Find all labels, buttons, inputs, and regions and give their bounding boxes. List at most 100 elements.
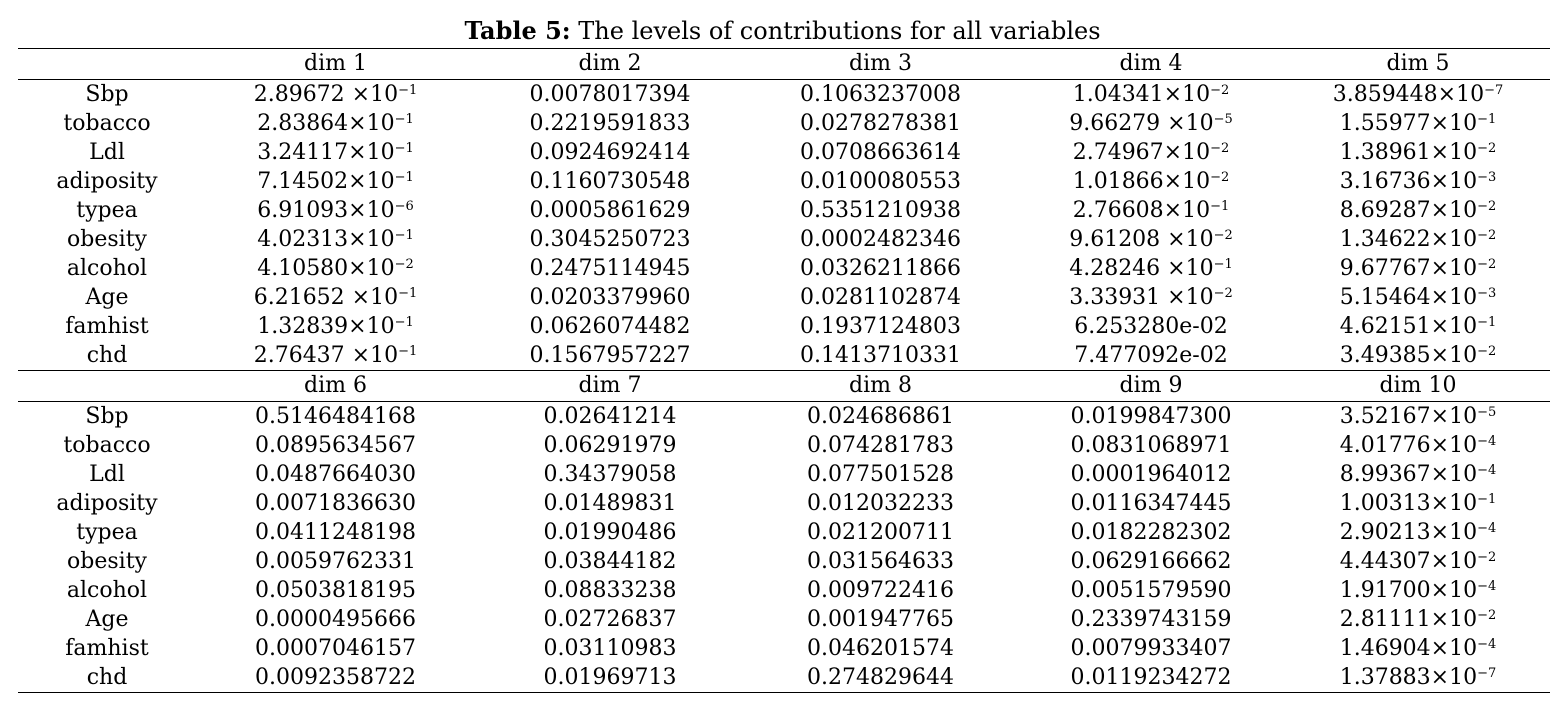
value-cell: 0.0626074482	[529, 314, 691, 339]
exponent: −3	[1477, 170, 1497, 185]
value-cell: 1.46904×10−4	[1339, 636, 1497, 661]
table-row: famhist 0.0007046157 0.03110983 0.046201574…	[18, 634, 1550, 663]
value-cell: 0.1063237008	[745, 79, 1016, 109]
contributions-table-body: dim 1 dim 2 dim 3 dim 4 dim 5 Sbp 2.89672 ×10−…	[18, 48, 1550, 693]
column-header: dim 10	[1286, 370, 1550, 402]
table-row: tobacco 0.0895634567 0.06291979 0.074281783…	[18, 431, 1550, 460]
value-cell: 5.15464×10−3	[1339, 285, 1497, 310]
exponent: −2	[1477, 550, 1497, 565]
exponent: −1	[394, 228, 414, 243]
value-cell: 2.81111×10−2	[1339, 607, 1497, 632]
value-cell: 0.03844182	[543, 549, 677, 574]
column-header: dim 2	[475, 48, 745, 80]
value-cell: 4.10580×10−2	[257, 256, 414, 281]
value-cell: 0.021200711	[807, 520, 954, 545]
table-row: adiposity 7.14502×10−1 0.1160730548 0.01000…	[18, 167, 1550, 196]
exponent: −1	[1210, 199, 1230, 214]
exponent: −4	[1477, 463, 1497, 478]
value-cell: 0.3045250723	[529, 227, 691, 252]
exponent: −5	[1477, 405, 1497, 420]
value-cell: 1.04341×10−2	[1016, 79, 1286, 109]
value-cell: 0.01489831	[543, 491, 677, 516]
exponent: −1	[394, 315, 414, 330]
exponent: −1	[394, 112, 414, 127]
value-cell: 7.14502×10−1	[257, 169, 414, 194]
value-cell: 0.0203379960	[529, 285, 691, 310]
value-cell: 0.34379058	[543, 462, 677, 487]
exponent: −2	[1210, 83, 1230, 98]
exponent: −2	[1477, 228, 1497, 243]
value-cell: 3.33931 ×10−2	[1069, 285, 1233, 310]
value-cell: 0.1567957227	[529, 343, 691, 368]
table-row: alcohol 0.0503818195 0.08833238 0.009722416…	[18, 576, 1550, 605]
exponent: −4	[1477, 521, 1497, 536]
value-cell: 0.046201574	[807, 636, 954, 661]
column-header: dim 5	[1286, 48, 1550, 80]
value-cell: 0.0629166662	[1070, 549, 1232, 574]
header-row: dim 1 dim 2 dim 3 dim 4 dim 5	[18, 48, 1550, 80]
exponent: −1	[1477, 492, 1497, 507]
value-cell: 4.28246 ×10−1	[1069, 256, 1233, 281]
value-cell: 2.76608×10−1	[1072, 198, 1230, 223]
row-label: Ldl	[89, 462, 125, 487]
value-cell: 0.077501528	[807, 462, 954, 487]
value-cell: 0.06291979	[543, 433, 677, 458]
value-cell: 0.0411248198	[255, 520, 416, 545]
exponent: −2	[1477, 257, 1497, 272]
row-label: typea	[76, 198, 138, 223]
value-cell: 0.0078017394	[475, 79, 745, 109]
value-cell: 0.0000495666	[255, 607, 416, 632]
value-cell: 3.16736×10−3	[1339, 169, 1497, 194]
table-caption: Table 5: The levels of contributions for…	[0, 14, 1558, 48]
value-cell: 0.1160730548	[529, 169, 691, 194]
value-cell: 0.0831068971	[1070, 433, 1232, 458]
contributions-table: dim 1 dim 2 dim 3 dim 4 dim 5 Sbp 2.89672 ×10−…	[18, 48, 1550, 693]
value-cell: 3.49385×10−2	[1339, 343, 1497, 368]
exponent: −2	[1477, 608, 1497, 623]
value-cell: 0.0059762331	[255, 549, 416, 574]
value-cell: 0.0278278381	[800, 111, 961, 136]
value-cell: 0.2475114945	[529, 256, 691, 281]
exponent: −2	[1477, 199, 1497, 214]
row-label: adiposity	[56, 491, 158, 516]
value-cell: 6.21652 ×10−1	[253, 285, 418, 310]
value-cell: 8.69287×10−2	[1339, 198, 1497, 223]
exponent: −1	[398, 83, 418, 98]
value-cell: 0.0071836630	[255, 491, 416, 516]
value-cell: 1.32839×10−1	[257, 314, 414, 339]
header-blank-cell	[18, 370, 196, 402]
exponent: −2	[1210, 141, 1230, 156]
column-header: dim 7	[475, 370, 745, 402]
row-label: famhist	[65, 636, 149, 661]
table-row: tobacco 2.83864×10−1 0.2219591833 0.0278278…	[18, 109, 1550, 138]
table-caption-text: The levels of contributions for all vari…	[570, 17, 1101, 45]
table-row: Ldl 3.24117×10−1 0.0924692414 0.0708663614 2…	[18, 138, 1550, 167]
value-cell: 3.859448×10−7	[1286, 79, 1550, 109]
row-label: adiposity	[56, 169, 158, 194]
exponent: −1	[1477, 112, 1497, 127]
row-label: Ldl	[89, 140, 125, 165]
column-header: dim 8	[745, 370, 1016, 402]
value-cell: 0.5146484168	[196, 401, 475, 431]
table-row: alcohol 4.10580×10−2 0.2475114945 0.0326211…	[18, 254, 1550, 283]
value-cell: 0.0051579590	[1070, 578, 1232, 603]
row-label: alcohol	[66, 578, 148, 603]
value-cell: 4.62151×10−1	[1339, 314, 1497, 339]
value-cell: 0.01969713	[475, 663, 745, 693]
value-cell: 0.0100080553	[800, 169, 961, 194]
value-cell: 0.2339743159	[1070, 607, 1232, 632]
exponent: −4	[1477, 579, 1497, 594]
exponent: −4	[1477, 434, 1497, 449]
row-label: Sbp	[18, 79, 196, 109]
value-cell: 0.0005861629	[529, 198, 691, 223]
value-cell: 0.0182282302	[1070, 520, 1232, 545]
value-cell: 0.0092358722	[196, 663, 475, 693]
value-cell: 0.0503818195	[255, 578, 416, 603]
value-cell: 1.38961×10−2	[1339, 140, 1497, 165]
value-cell: 0.0326211866	[800, 256, 961, 281]
table-row: Ldl 0.0487664030 0.34379058 0.077501528 0.00…	[18, 460, 1550, 489]
table-row: famhist 1.32839×10−1 0.0626074482 0.1937124…	[18, 312, 1550, 341]
table-caption-label: Table 5:	[464, 16, 571, 45]
value-cell: 0.074281783	[807, 433, 954, 458]
value-cell: 9.61208 ×10−2	[1069, 227, 1233, 252]
